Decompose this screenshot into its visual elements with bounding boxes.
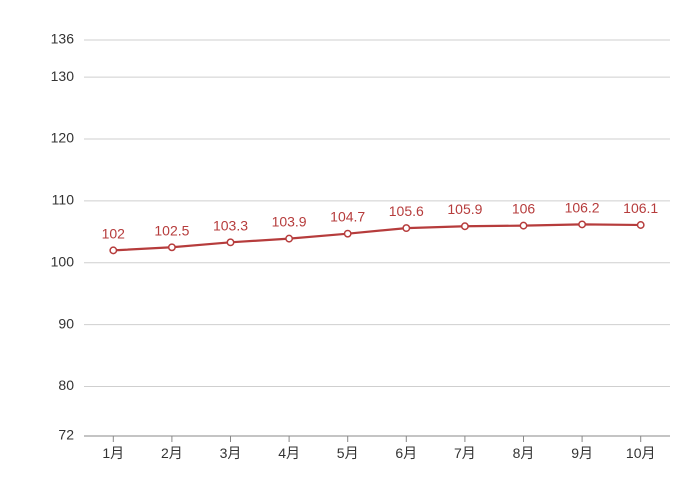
x-tick-label: 2月 — [161, 445, 183, 461]
data-marker — [638, 222, 644, 228]
y-tick-label: 136 — [51, 31, 75, 47]
data-label: 105.9 — [447, 201, 482, 217]
x-tick-label: 7月 — [454, 445, 476, 461]
data-marker — [345, 230, 351, 236]
data-label: 106.1 — [623, 200, 658, 216]
data-label: 105.6 — [389, 203, 424, 219]
x-tick-label: 10月 — [626, 445, 656, 461]
x-tick-label: 9月 — [571, 445, 593, 461]
line-chart: 72 80 90 100 110 120 130 136 1月 2月 3月 4月 5月 6月 7月 8月 9月 1… — [0, 0, 700, 500]
data-label: 102.5 — [154, 222, 189, 238]
x-tick-label: 5月 — [337, 445, 359, 461]
y-tick-label: 80 — [58, 377, 74, 393]
data-label: 103.9 — [272, 214, 307, 230]
data-label: 106 — [512, 201, 536, 217]
y-tick-label: 90 — [58, 315, 74, 331]
data-label: 104.7 — [330, 209, 365, 225]
y-tick-label: 110 — [52, 192, 75, 208]
data-marker — [227, 239, 233, 245]
data-label: 106.2 — [565, 199, 600, 215]
data-marker — [579, 221, 585, 227]
x-tick-label: 4月 — [278, 445, 300, 461]
y-tick-label: 130 — [51, 68, 75, 84]
data-marker — [462, 223, 468, 229]
x-tick-label: 8月 — [513, 445, 535, 461]
data-marker — [403, 225, 409, 231]
data-marker — [169, 244, 175, 250]
data-label: 102 — [102, 225, 126, 241]
x-tick-label: 6月 — [395, 445, 417, 461]
y-tick-label: 120 — [51, 130, 75, 146]
chart-background — [0, 0, 700, 500]
y-tick-label: 100 — [51, 253, 75, 269]
data-marker — [110, 247, 116, 253]
data-label: 103.3 — [213, 217, 248, 233]
x-tick-label: 1月 — [102, 445, 124, 461]
y-tick-label: 72 — [58, 427, 74, 443]
data-marker — [286, 235, 292, 241]
data-marker — [520, 222, 526, 228]
x-tick-label: 3月 — [220, 445, 242, 461]
